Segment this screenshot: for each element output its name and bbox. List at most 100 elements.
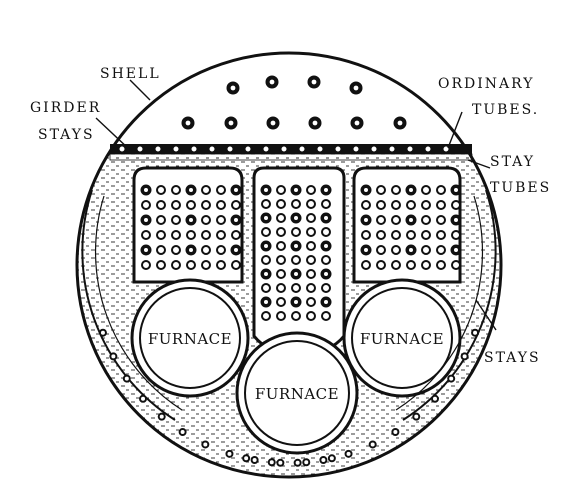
girder-bolt — [261, 144, 271, 154]
ordinary-tube-bore — [270, 120, 276, 126]
tube — [156, 185, 166, 195]
tube — [321, 199, 331, 209]
label-shell: SHELL — [100, 66, 161, 82]
stay-rivet — [344, 449, 353, 458]
stay-tube-bore — [324, 272, 328, 276]
stay-tube-bore — [294, 188, 298, 192]
stay-tube-bore — [454, 248, 458, 252]
tube — [276, 255, 286, 265]
stay-tube-bore — [264, 300, 268, 304]
tube — [391, 245, 401, 255]
stay-rivet — [225, 449, 234, 458]
tube — [141, 260, 151, 270]
tube — [276, 227, 286, 237]
tube — [376, 215, 386, 225]
tube — [231, 260, 241, 270]
tube — [201, 230, 211, 240]
tube — [436, 215, 446, 225]
tube — [201, 245, 211, 255]
tube — [186, 260, 196, 270]
tube — [361, 230, 371, 240]
girder-bolt — [369, 144, 379, 154]
tube — [201, 215, 211, 225]
girder-bolt — [225, 144, 235, 154]
stay-tube-bore — [294, 216, 298, 220]
tube — [306, 297, 316, 307]
tube — [171, 230, 181, 240]
tube — [321, 227, 331, 237]
stay-tube-bore — [364, 188, 368, 192]
tube — [171, 200, 181, 210]
tube — [171, 245, 181, 255]
stay-tube-bore — [234, 248, 238, 252]
stay-tube-bore — [324, 216, 328, 220]
tube — [216, 215, 226, 225]
stay-tube-bore — [144, 188, 148, 192]
tube — [306, 213, 316, 223]
tube — [436, 200, 446, 210]
stay-rivet — [302, 458, 311, 467]
tube — [156, 215, 166, 225]
tube — [276, 311, 286, 321]
label-ordinary: ORDINARY — [438, 76, 535, 92]
tube — [216, 260, 226, 270]
tube — [276, 185, 286, 195]
stay-tube-bore — [264, 244, 268, 248]
girder-bolt — [333, 144, 343, 154]
stay-tube-bore — [189, 188, 193, 192]
tube — [261, 199, 271, 209]
ordinary-tube-bore — [353, 85, 359, 91]
stay-rivet — [139, 394, 148, 403]
girder-bolt — [315, 144, 325, 154]
stay-tube-bore — [409, 188, 413, 192]
tube — [391, 260, 401, 270]
stay-rivet — [201, 440, 210, 449]
tube — [186, 230, 196, 240]
stay-tube-bore — [364, 248, 368, 252]
tube — [276, 199, 286, 209]
tube — [276, 213, 286, 223]
tube — [391, 230, 401, 240]
tube — [321, 283, 331, 293]
tube — [156, 230, 166, 240]
tube — [436, 260, 446, 270]
tube — [276, 241, 286, 251]
tube — [261, 311, 271, 321]
tube — [306, 227, 316, 237]
stay-tube-bore — [454, 218, 458, 222]
stay-rivet — [250, 455, 259, 464]
girder-bolt — [297, 144, 307, 154]
stay-rivet — [98, 328, 107, 337]
stay-tube-bore — [264, 188, 268, 192]
tube — [306, 311, 316, 321]
stay-tube-bore — [264, 272, 268, 276]
tube — [421, 200, 431, 210]
tube — [171, 260, 181, 270]
stay-tube-bore — [144, 248, 148, 252]
ordinary-tube-bore — [397, 120, 403, 126]
label-girder: GIRDER — [30, 100, 101, 116]
tube — [216, 230, 226, 240]
tube — [306, 283, 316, 293]
ordinary-tube-bore — [269, 79, 275, 85]
label-stays: STAYS — [484, 350, 541, 366]
tube — [291, 283, 301, 293]
tube — [436, 185, 446, 195]
furnace-center: FURNACE — [235, 331, 359, 455]
tube — [186, 200, 196, 210]
furnace-right-label: FURNACE — [360, 330, 444, 348]
stay-rivet — [267, 458, 276, 467]
furnace-center-label: FURNACE — [255, 385, 339, 403]
tube — [406, 260, 416, 270]
tube-nests — [140, 184, 462, 321]
tube — [376, 230, 386, 240]
stay-rivet — [391, 427, 400, 436]
ordinary-tube-bore — [230, 85, 236, 91]
tube — [291, 227, 301, 237]
stay-tube-bore — [294, 244, 298, 248]
tube — [261, 283, 271, 293]
stay-tube-bore — [324, 300, 328, 304]
tube — [141, 200, 151, 210]
tube — [421, 245, 431, 255]
